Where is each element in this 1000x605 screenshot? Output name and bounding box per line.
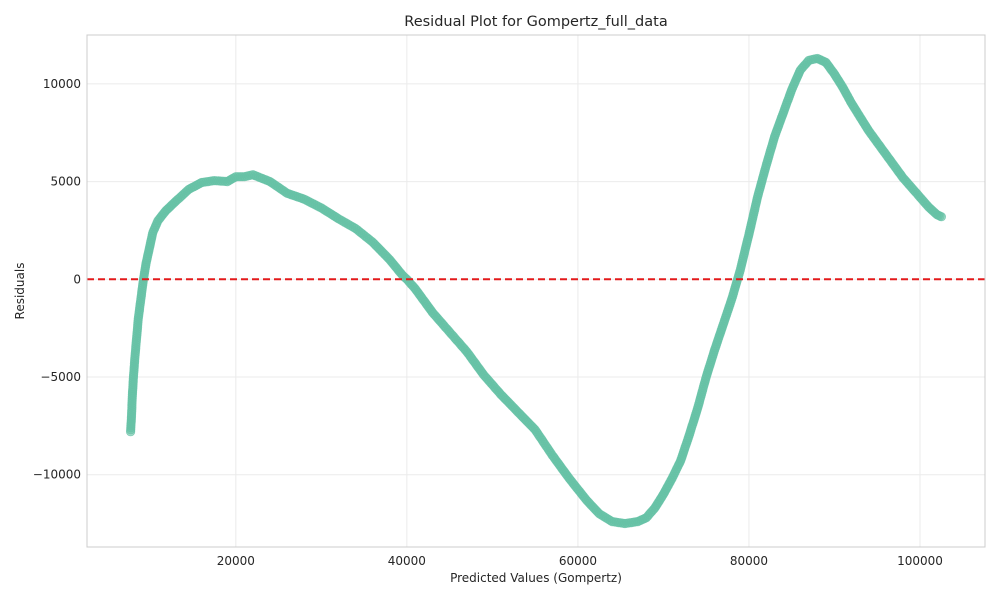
x-axis-title: Predicted Values (Gompertz) xyxy=(450,571,622,585)
y-tick-label: 0 xyxy=(73,272,81,286)
y-tick-label: −5000 xyxy=(40,370,81,384)
x-tick-label: 80000 xyxy=(730,554,768,568)
x-tick-label: 40000 xyxy=(388,554,426,568)
plot-frame xyxy=(86,34,986,548)
y-tick-label: 5000 xyxy=(50,175,81,189)
y-axis-title: Residuals xyxy=(13,263,27,320)
y-tick-label: −10000 xyxy=(33,468,81,482)
residual-point xyxy=(936,212,947,222)
x-tick-label: 100000 xyxy=(897,554,943,568)
tick-labels: 20000 40000 60000 80000 100000 −10000 −5000 0 50… xyxy=(33,77,943,568)
chart-title: Residual Plot for Gompertz_full_data xyxy=(404,14,667,30)
y-tick-label: 10000 xyxy=(43,77,81,91)
x-tick-label: 60000 xyxy=(559,554,597,568)
x-tick-label: 20000 xyxy=(217,554,255,568)
residual-points xyxy=(126,53,947,529)
